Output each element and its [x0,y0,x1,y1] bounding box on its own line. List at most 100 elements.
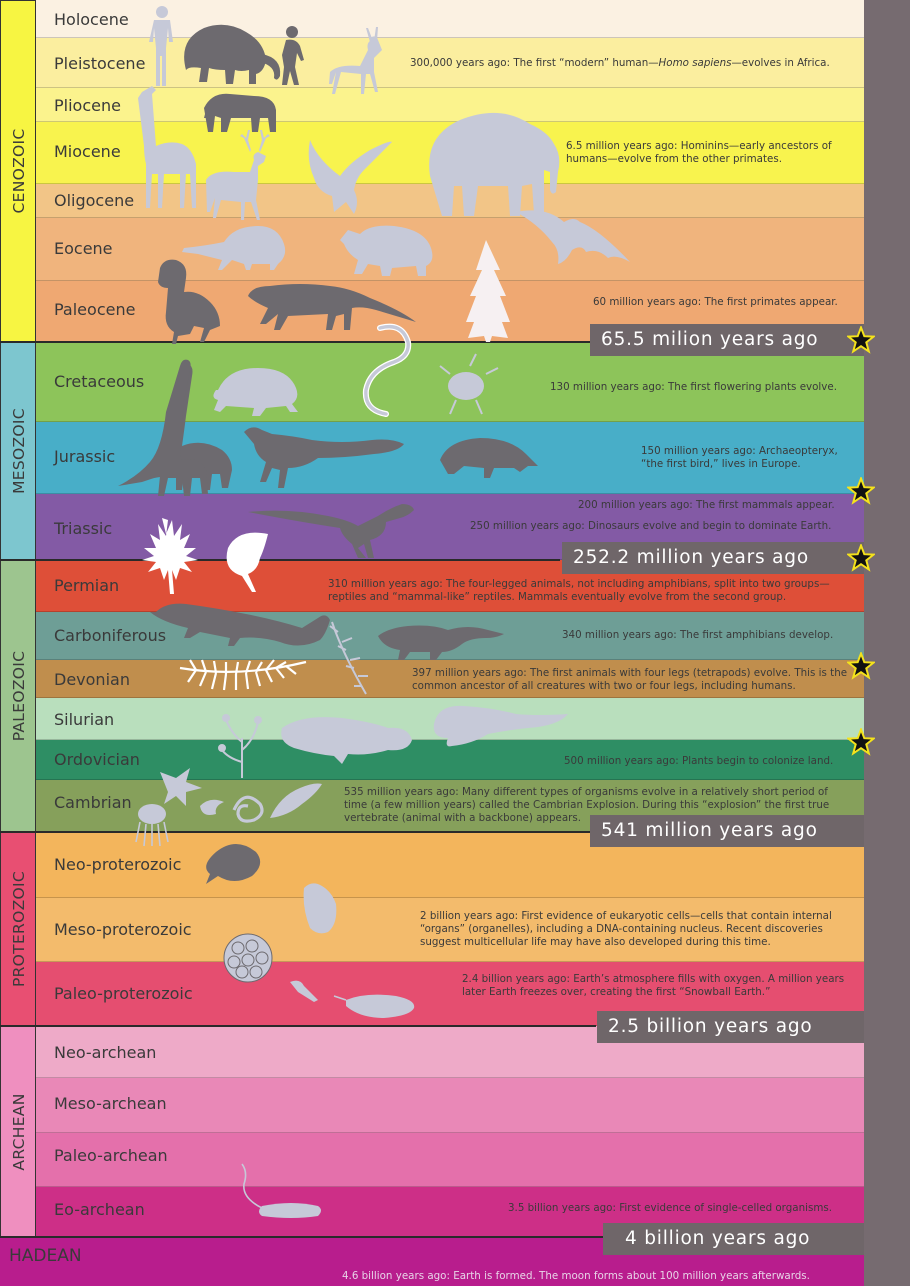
note-pleistocene-species: Homo sapiens [658,57,732,69]
milestone-label-252-2-million: 252.2 million years ago [562,542,864,574]
period-label-paleo-archean: Paleo-archean [54,1146,168,1165]
mammoth-silhouette [184,24,281,84]
era-mesozoic: MESOZOIC [0,342,36,560]
milestone-label-4-billion: 4 billion years ago [603,1223,864,1255]
early-mammal-silhouette [440,438,538,478]
period-label-neo-archean: Neo-archean [54,1043,157,1062]
ginkgo-leaf-silhouette [226,532,268,592]
period-band-pleistocene: Pleistocene [36,38,864,88]
eukaryotic-cell-silhouette [303,883,337,934]
period-band-pliocene: Pliocene [36,88,864,122]
period-label-permian: Permian [54,576,120,595]
terror-bird-silhouette [158,259,220,344]
milestone-label-65-5-million: 65.5 milion years ago [590,324,864,356]
snake-body [364,324,410,416]
multicellular-cluster-silhouette [223,933,273,983]
devonian-frond-silhouette [179,659,307,691]
period-label-miocene: Miocene [54,142,121,161]
period-label-ordovician: Ordovician [54,750,140,769]
hadean-label: HADEAN [9,1246,82,1266]
mass-extinction-star-icon [847,728,875,756]
note-paleocene: 60 million years ago: The first primates… [593,296,838,308]
note-hadean: 4.6 billion years ago: Earth is formed. … [342,1270,810,1282]
early-reptile-silhouette [150,603,330,646]
note-triassic-mammals: 200 million years ago: The first mammals… [578,499,835,511]
bacterium-silhouette [241,1163,321,1218]
period-label-carboniferous: Carboniferous [54,626,167,645]
period-label-pleistocene: Pleistocene [54,54,146,73]
eel-fish-silhouette [433,705,568,747]
elephant-silhouette [429,112,560,216]
sauropod-silhouette [142,363,232,490]
right-margin-bar [864,0,910,1286]
ediacaran-organism-silhouette [206,844,261,884]
note-miocene: 6.5 million years ago: Hominins—early an… [566,140,832,165]
cycad-silhouette [142,518,198,594]
period-label-silurian: Silurian [54,710,115,729]
note-carboniferous: 340 million years ago: The first amphibi… [562,629,834,641]
period-label-neo-proterozoic: Neo-proterozoic [54,855,182,874]
note-pleistocene-pre: 300,000 years ago: The first “modern” hu… [410,57,659,69]
cambrian-organisms-silhouette [135,768,322,847]
note-cretaceous: 130 million years ago: The first floweri… [550,381,837,393]
mass-extinction-star-icon [847,477,875,505]
period-label-triassic: Triassic [54,519,113,538]
creodont-silhouette [248,284,416,330]
period-label-meso-proterozoic: Meso-proterozoic [54,920,192,939]
period-label-cambrian: Cambrian [54,793,132,812]
note-pleistocene: 300,000 years ago: The first “modern” hu… [410,57,850,70]
period-band-paleo-archean: Paleo-archean [36,1133,864,1187]
hominin-silhouette [282,26,304,85]
organism-silhouettes [118,6,630,1218]
eagle-silhouette [308,140,392,214]
fern-silhouette [329,621,368,695]
note-devonian: 397 million years ago: The first animals… [412,667,848,692]
giraffe-silhouette [138,86,196,208]
deer-silhouette [206,130,270,220]
early-land-plant-silhouette [218,714,262,778]
period-label-pliocene: Pliocene [54,96,121,115]
era-divider [0,1236,604,1238]
bat-silhouette [516,210,630,264]
note-cambrian: 535 million years ago: Many different ty… [344,786,830,824]
era-proterozoic: PROTEROZOIC [0,832,36,1026]
note-paleo-proterozoic: 2.4 billion years ago: Earth’s atmospher… [462,973,845,998]
beetle-silhouette [439,353,499,415]
rhino-silhouette [340,225,433,276]
amphibian-silhouette [378,625,504,660]
armadillo-silhouette [182,226,286,270]
era-divider [0,559,560,561]
note-eo-archean: 3.5 billion years ago: First evidence of… [508,1202,832,1214]
brachiosaurus-silhouette [118,359,208,496]
milestone-label-2-5-billion: 2.5 billion years ago [597,1011,864,1043]
theropod-silhouette [248,504,414,558]
period-band-devonian: Devonian [36,660,864,698]
snake-silhouette [362,323,412,417]
archaeopteryx-silhouette [244,427,404,488]
flagellate-cell-silhouette [290,980,415,1018]
period-label-oligocene: Oligocene [54,191,135,210]
period-band-neo-archean: Neo-archean [36,1026,864,1078]
mass-extinction-star-icon [847,326,875,354]
conifer-tree-silhouette [466,240,510,342]
period-label-devonian: Devonian [54,670,130,689]
mass-extinction-star-icon [847,652,875,680]
period-label-holocene: Holocene [54,10,129,29]
note-jurassic: 150 million years ago: Archaeopteryx, “t… [641,445,838,470]
period-band-ordovician: Ordovician [36,740,864,780]
period-label-eo-archean: Eo-archean [54,1200,145,1219]
mass-extinction-star-icon [847,544,875,572]
note-permian: 310 million years ago: The four-legged a… [328,578,830,603]
period-label-paleocene: Paleocene [54,300,136,319]
era-divider [0,1025,596,1027]
human-silhouette [149,6,173,86]
milestone-label-541-million: 541 million years ago [590,815,864,847]
sabertooth-cat-silhouette [204,93,276,132]
gazelle-silhouette [329,27,382,94]
period-label-meso-archean: Meso-archean [54,1094,167,1113]
note-triassic-dinosaurs: 250 million years ago: Dinosaurs evolve … [470,520,832,532]
period-label-eocene: Eocene [54,239,113,258]
era-divider [0,831,590,833]
note-meso-proterozoic: 2 billion years ago: First evidence of e… [420,910,832,948]
